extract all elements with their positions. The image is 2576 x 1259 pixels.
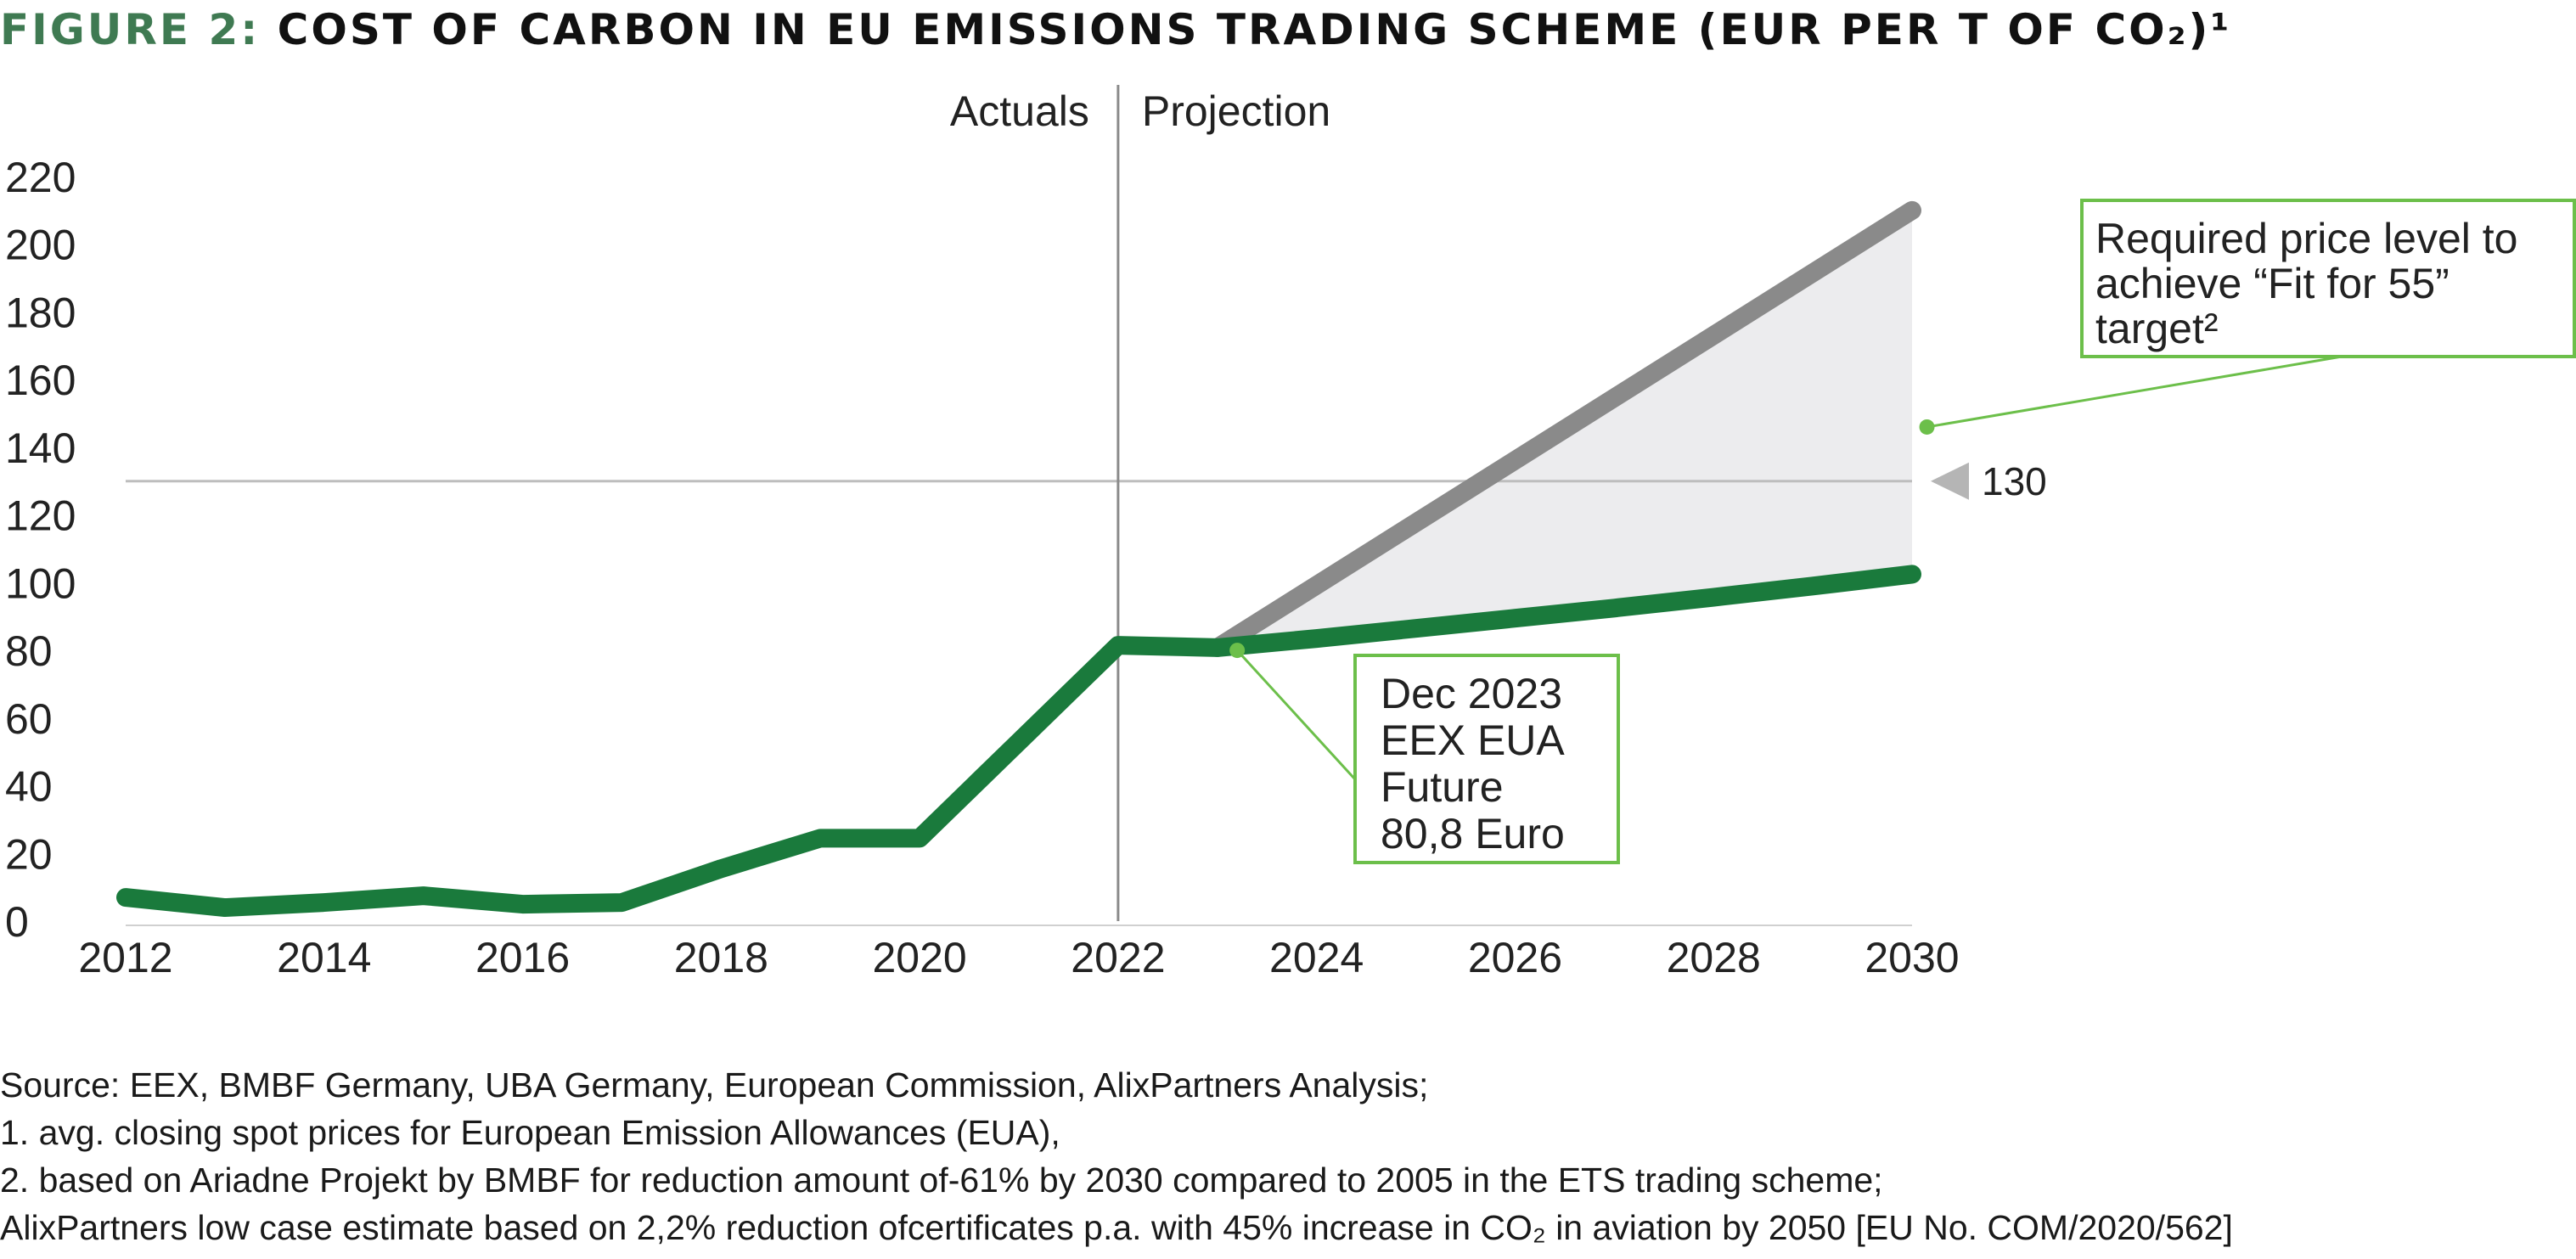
footnote-source: Source: EEX, BMBF Germany, UBA Germany, … xyxy=(0,1065,1429,1104)
x-tick-label: 2028 xyxy=(1667,934,1761,981)
x-tick-label: 2012 xyxy=(78,934,172,981)
eex-future-callout-text: Dec 2023 xyxy=(1381,670,1562,717)
footnote-1: 1. avg. closing spot prices for European… xyxy=(0,1113,1060,1152)
projection-range-band xyxy=(1217,210,1912,648)
y-tick-label: 40 xyxy=(5,763,53,811)
y-tick-label: 180 xyxy=(5,289,76,336)
x-tick-label: 2024 xyxy=(1269,934,1364,981)
y-tick-label: 200 xyxy=(5,222,76,269)
figure-title-prefix: FIGURE 2: xyxy=(0,5,261,54)
fit-for-55-callout-text: Required price level to xyxy=(2095,215,2518,262)
x-tick-label: 2026 xyxy=(1468,934,1562,981)
x-tick-label: 2030 xyxy=(1865,934,1959,981)
eex-future-callout-text: Future xyxy=(1381,763,1504,811)
footnote-2: 2. based on Ariadne Projekt by BMBF for … xyxy=(0,1161,1883,1200)
high-case-projection-line xyxy=(1207,200,1921,657)
eex-future-callout-box xyxy=(1353,654,1620,864)
figure-title-main: COST OF CARBON IN EU EMISSIONS TRADING S… xyxy=(277,5,2232,54)
reference-value-label: 130 xyxy=(1982,459,2047,503)
fit-for-55-callout-text: target² xyxy=(2095,305,2219,352)
y-tick-label: 20 xyxy=(5,830,53,878)
footnotes: Source: EEX, BMBF Germany, UBA Germany, … xyxy=(0,1061,2576,1251)
actuals-label: Actuals xyxy=(950,87,1089,135)
x-tick-label: 2014 xyxy=(277,934,371,981)
y-tick-label: 220 xyxy=(5,154,76,201)
x-tick-label: 2020 xyxy=(872,934,966,981)
carbon-price-chart: 130 Actuals Projection 0 20 40 60 80 100 120 140 1… xyxy=(5,85,2576,981)
x-tick-label: 2022 xyxy=(1071,934,1165,981)
fit-for-55-callout-box xyxy=(2080,199,2576,358)
eex-future-callout-text: EEX EUA xyxy=(1381,717,1565,764)
y-tick-label: 100 xyxy=(5,559,76,607)
y-tick-label: 120 xyxy=(5,492,76,540)
fit-for-55-callout-text: achieve “Fit for 55” xyxy=(2095,260,2449,307)
eex-future-callout-text: 80,8 Euro xyxy=(1381,810,1565,857)
footnote-3: AlixPartners low case estimate based on … xyxy=(0,1208,2233,1247)
reference-marker-icon xyxy=(1931,462,1969,500)
y-tick-label: 160 xyxy=(5,357,76,404)
figure-title: FIGURE 2: COST OF CARBON IN EU EMISSIONS… xyxy=(0,5,2576,59)
x-tick-label: 2018 xyxy=(674,934,768,981)
y-tick-label: 140 xyxy=(5,424,76,472)
projection-label: Projection xyxy=(1142,87,1330,135)
y-tick-label: 80 xyxy=(5,627,53,675)
fit-for-55-leader-line xyxy=(1926,355,2343,429)
fit-for-55-anchor-dot xyxy=(1919,419,1935,435)
carbon-price-line xyxy=(116,565,1921,918)
y-tick-label: 0 xyxy=(5,898,29,946)
y-tick-label: 60 xyxy=(5,695,53,743)
eex-future-leader-line xyxy=(1236,649,1357,781)
x-tick-label: 2016 xyxy=(475,934,570,981)
eex-future-anchor-dot xyxy=(1229,643,1246,659)
